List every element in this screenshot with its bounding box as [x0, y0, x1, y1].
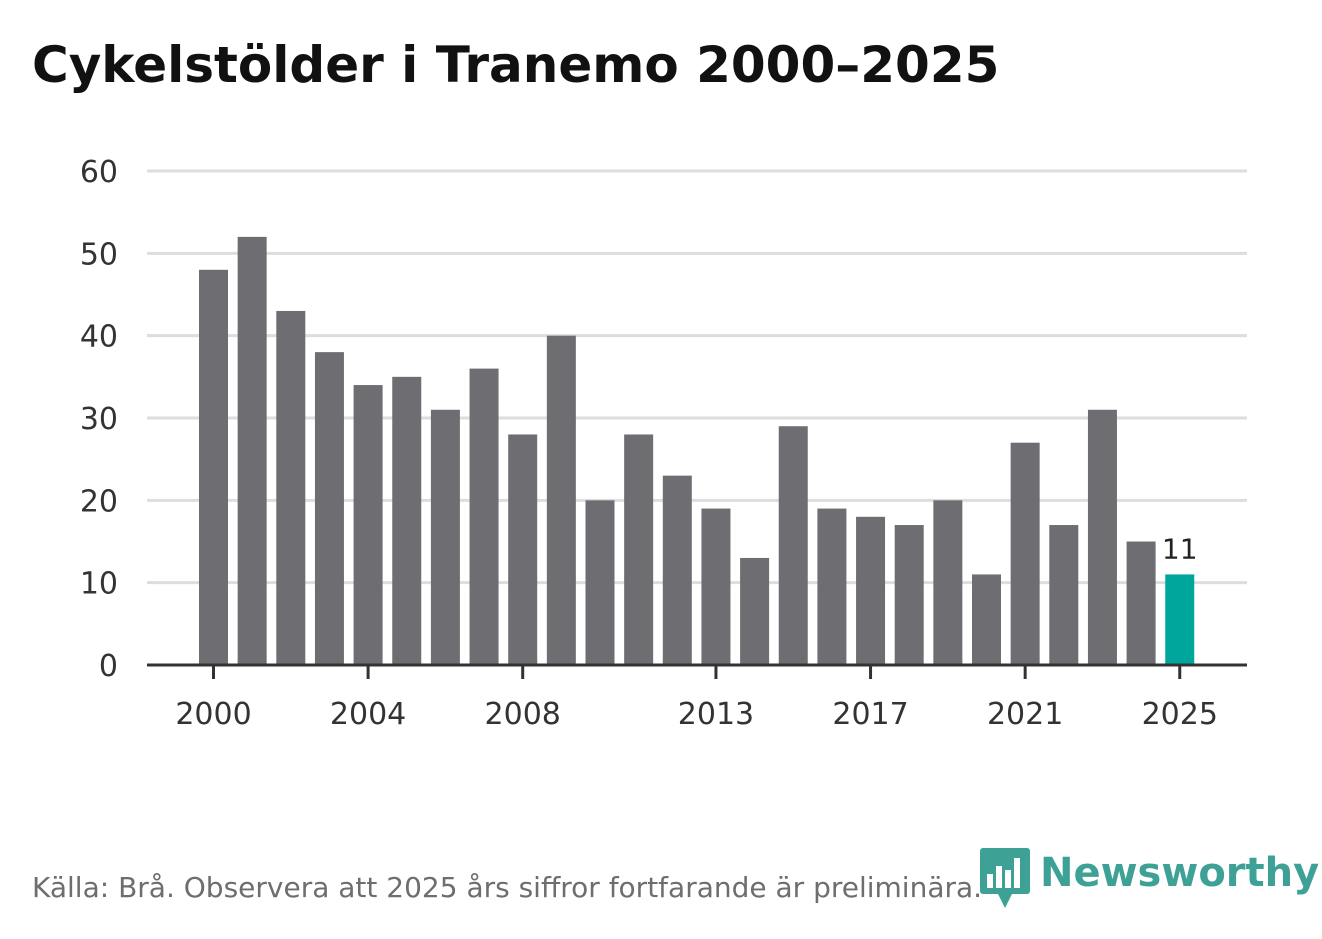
- x-axis-ticks: 2000 2004 2008 2013 2017 2021 2025: [175, 665, 1218, 732]
- bar-2003: [314, 352, 344, 665]
- bar-2008: [508, 434, 538, 665]
- chart-title: Cykelstölder i Tranemo 2000–2025: [32, 36, 1000, 94]
- bar-2004: [353, 385, 383, 665]
- y-axis-ticks: 0 10 20 30 40 50 60: [80, 155, 118, 684]
- source-note: Källa: Brå. Observera att 2025 års siffr…: [32, 871, 983, 904]
- gridlines: [147, 169, 1247, 585]
- x-tick-label: 2013: [678, 697, 754, 732]
- y-tick-label: 50: [80, 237, 118, 272]
- bar-2005: [392, 376, 422, 665]
- x-tick-label: 2021: [987, 697, 1063, 732]
- bar-2000: [199, 269, 228, 665]
- bar-2016: [817, 508, 847, 665]
- bar-2020: [972, 574, 1001, 665]
- bar-2010: [585, 500, 615, 665]
- x-tick-label: 2025: [1142, 697, 1218, 732]
- data-label-2025: 11: [1162, 532, 1198, 565]
- x-tick-label: 2017: [832, 697, 908, 732]
- data-labels: 11: [1162, 532, 1198, 565]
- y-tick-label: 30: [80, 402, 118, 437]
- bar-2006: [430, 409, 460, 665]
- y-tick-label: 40: [80, 320, 118, 355]
- bar-2012: [662, 475, 692, 665]
- bar-2014: [740, 557, 770, 665]
- y-tick-label: 0: [99, 649, 118, 684]
- brand-name: Newsworthy: [1040, 850, 1320, 896]
- y-tick-label: 20: [80, 484, 118, 519]
- newsworthy-logo: Newsworthy: [980, 848, 1319, 910]
- bar-2018: [894, 525, 924, 665]
- y-tick-label: 10: [80, 567, 118, 602]
- y-tick-label: 60: [80, 155, 118, 190]
- bar-2013: [701, 508, 731, 665]
- x-tick-label: 2004: [330, 697, 406, 732]
- bar-2007: [469, 368, 499, 665]
- bar-2011: [624, 434, 654, 665]
- bar-2022: [1049, 525, 1079, 665]
- bar-2024: [1126, 541, 1156, 665]
- bar-2025: [1165, 574, 1195, 665]
- bar-2002: [276, 310, 306, 665]
- bar-2019: [933, 500, 963, 665]
- bar-2017: [856, 516, 886, 665]
- bar-2015: [778, 426, 808, 665]
- bar-2021: [1010, 442, 1040, 665]
- x-tick-label: 2008: [485, 697, 561, 732]
- bar-2023: [1087, 409, 1117, 665]
- bar-2001: [237, 236, 267, 665]
- bar-2009: [546, 335, 576, 665]
- x-tick-label: 2000: [175, 697, 251, 732]
- bar-chart-speech-bubble-icon: [980, 848, 1030, 908]
- bars: [199, 236, 1195, 665]
